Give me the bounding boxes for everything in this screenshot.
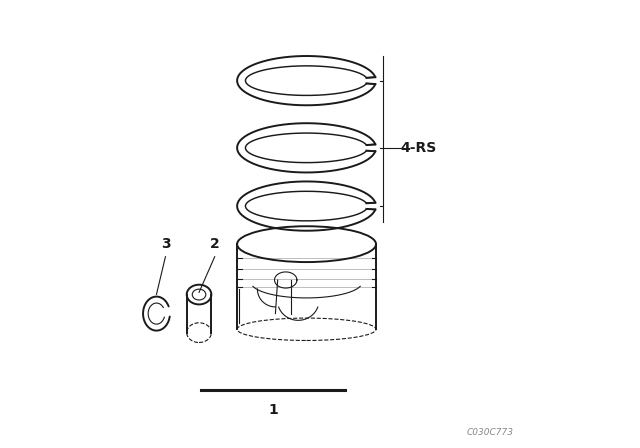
Text: 4-RS: 4-RS — [401, 141, 437, 155]
Text: 2: 2 — [210, 237, 220, 251]
Text: 1: 1 — [268, 403, 278, 417]
Text: 3: 3 — [161, 237, 170, 251]
Text: C030C773: C030C773 — [467, 428, 514, 437]
